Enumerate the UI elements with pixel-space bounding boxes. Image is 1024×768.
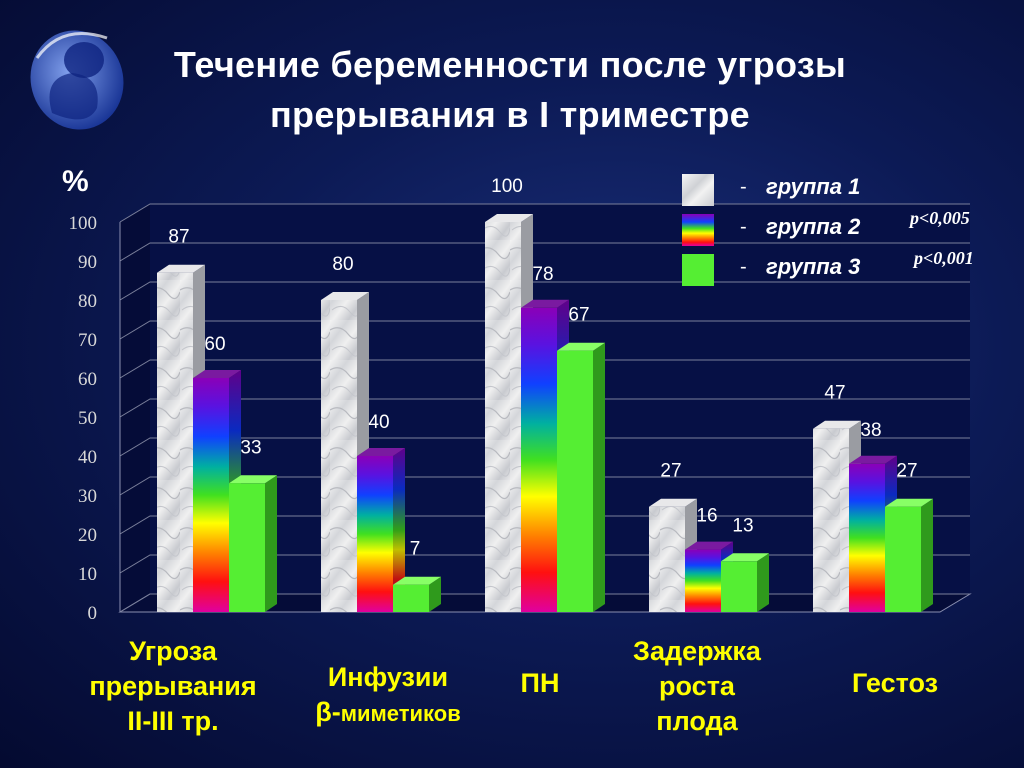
- y-tick-label: 80: [78, 291, 97, 312]
- y-tick-label: 20: [78, 525, 97, 546]
- category-label: ПН: [520, 668, 560, 698]
- bar-3-3: [557, 342, 605, 612]
- y-tick-label: 70: [78, 330, 97, 351]
- bar-3-4: [721, 553, 769, 612]
- value-labels: 87 80 100 27 47 60 40 78 16 38 33 7 67 13 27: [168, 176, 917, 560]
- value-label: 60: [204, 334, 225, 355]
- value-label: 47: [824, 383, 845, 404]
- legend-swatch-group2: [682, 214, 714, 246]
- category-label: Угроза прерывания II-III тр.: [89, 636, 257, 736]
- value-label: 100: [491, 176, 523, 197]
- value-label: 78: [532, 264, 553, 285]
- gridline: [119, 437, 970, 457]
- y-tick-label: 40: [78, 447, 97, 468]
- gridline: [119, 476, 970, 496]
- gridline: [119, 359, 970, 379]
- value-label: 16: [696, 506, 717, 527]
- legend-label-group2: группа 2: [766, 214, 861, 239]
- bar-3-2: [393, 576, 441, 612]
- y-tick-label: 10: [78, 564, 97, 585]
- bar-1-1: [157, 264, 205, 612]
- value-label: 38: [860, 420, 881, 441]
- value-label: 80: [332, 254, 353, 275]
- value-label: 40: [368, 412, 389, 433]
- bar-3-1: [229, 475, 277, 612]
- category-label: Гестоз: [851, 668, 939, 698]
- bar-3-5: [885, 498, 933, 612]
- value-label: 67: [568, 305, 589, 326]
- category-label: Задержка роста плода: [633, 636, 761, 736]
- legend-label-group3: группа 3: [766, 254, 861, 279]
- gridline: [119, 398, 970, 418]
- value-label: 7: [410, 539, 421, 560]
- legend-label-group1: группа 1: [766, 174, 861, 199]
- p-value-group2: p<0,005: [910, 208, 970, 228]
- y-tick-label: 60: [78, 369, 97, 390]
- y-axis-label: %: [62, 165, 89, 198]
- p-value-group3: p<0,001: [914, 248, 974, 268]
- fetus-logo-icon: [30, 30, 124, 130]
- chart-bars: [157, 214, 933, 612]
- y-tick-label: 30: [78, 486, 97, 507]
- slide-title: Течение беременности после угрозы прерыв…: [60, 40, 960, 140]
- legend-swatch-group3: [682, 254, 714, 286]
- value-label: 33: [240, 437, 261, 458]
- value-label: 27: [896, 461, 917, 482]
- y-tick-label: 0: [88, 603, 98, 624]
- gridline: [119, 320, 970, 340]
- value-label: 87: [168, 227, 189, 248]
- y-tick-label: 50: [78, 408, 97, 429]
- value-label: 27: [660, 461, 681, 482]
- bar-2-2: [357, 448, 405, 612]
- value-label: 13: [732, 515, 753, 536]
- category-label: Инфузии β-миметиков: [315, 662, 461, 727]
- title-line-2: прерывания в I триместре: [270, 94, 750, 135]
- y-tick-label: 90: [78, 252, 97, 273]
- legend-swatch-group1: [682, 174, 714, 206]
- y-axis-ticks: 0 10 20 30 40 50 60 70 80 90 100: [69, 213, 98, 624]
- y-tick-label: 100: [69, 213, 98, 234]
- title-line-1: Течение беременности после угрозы: [173, 44, 847, 85]
